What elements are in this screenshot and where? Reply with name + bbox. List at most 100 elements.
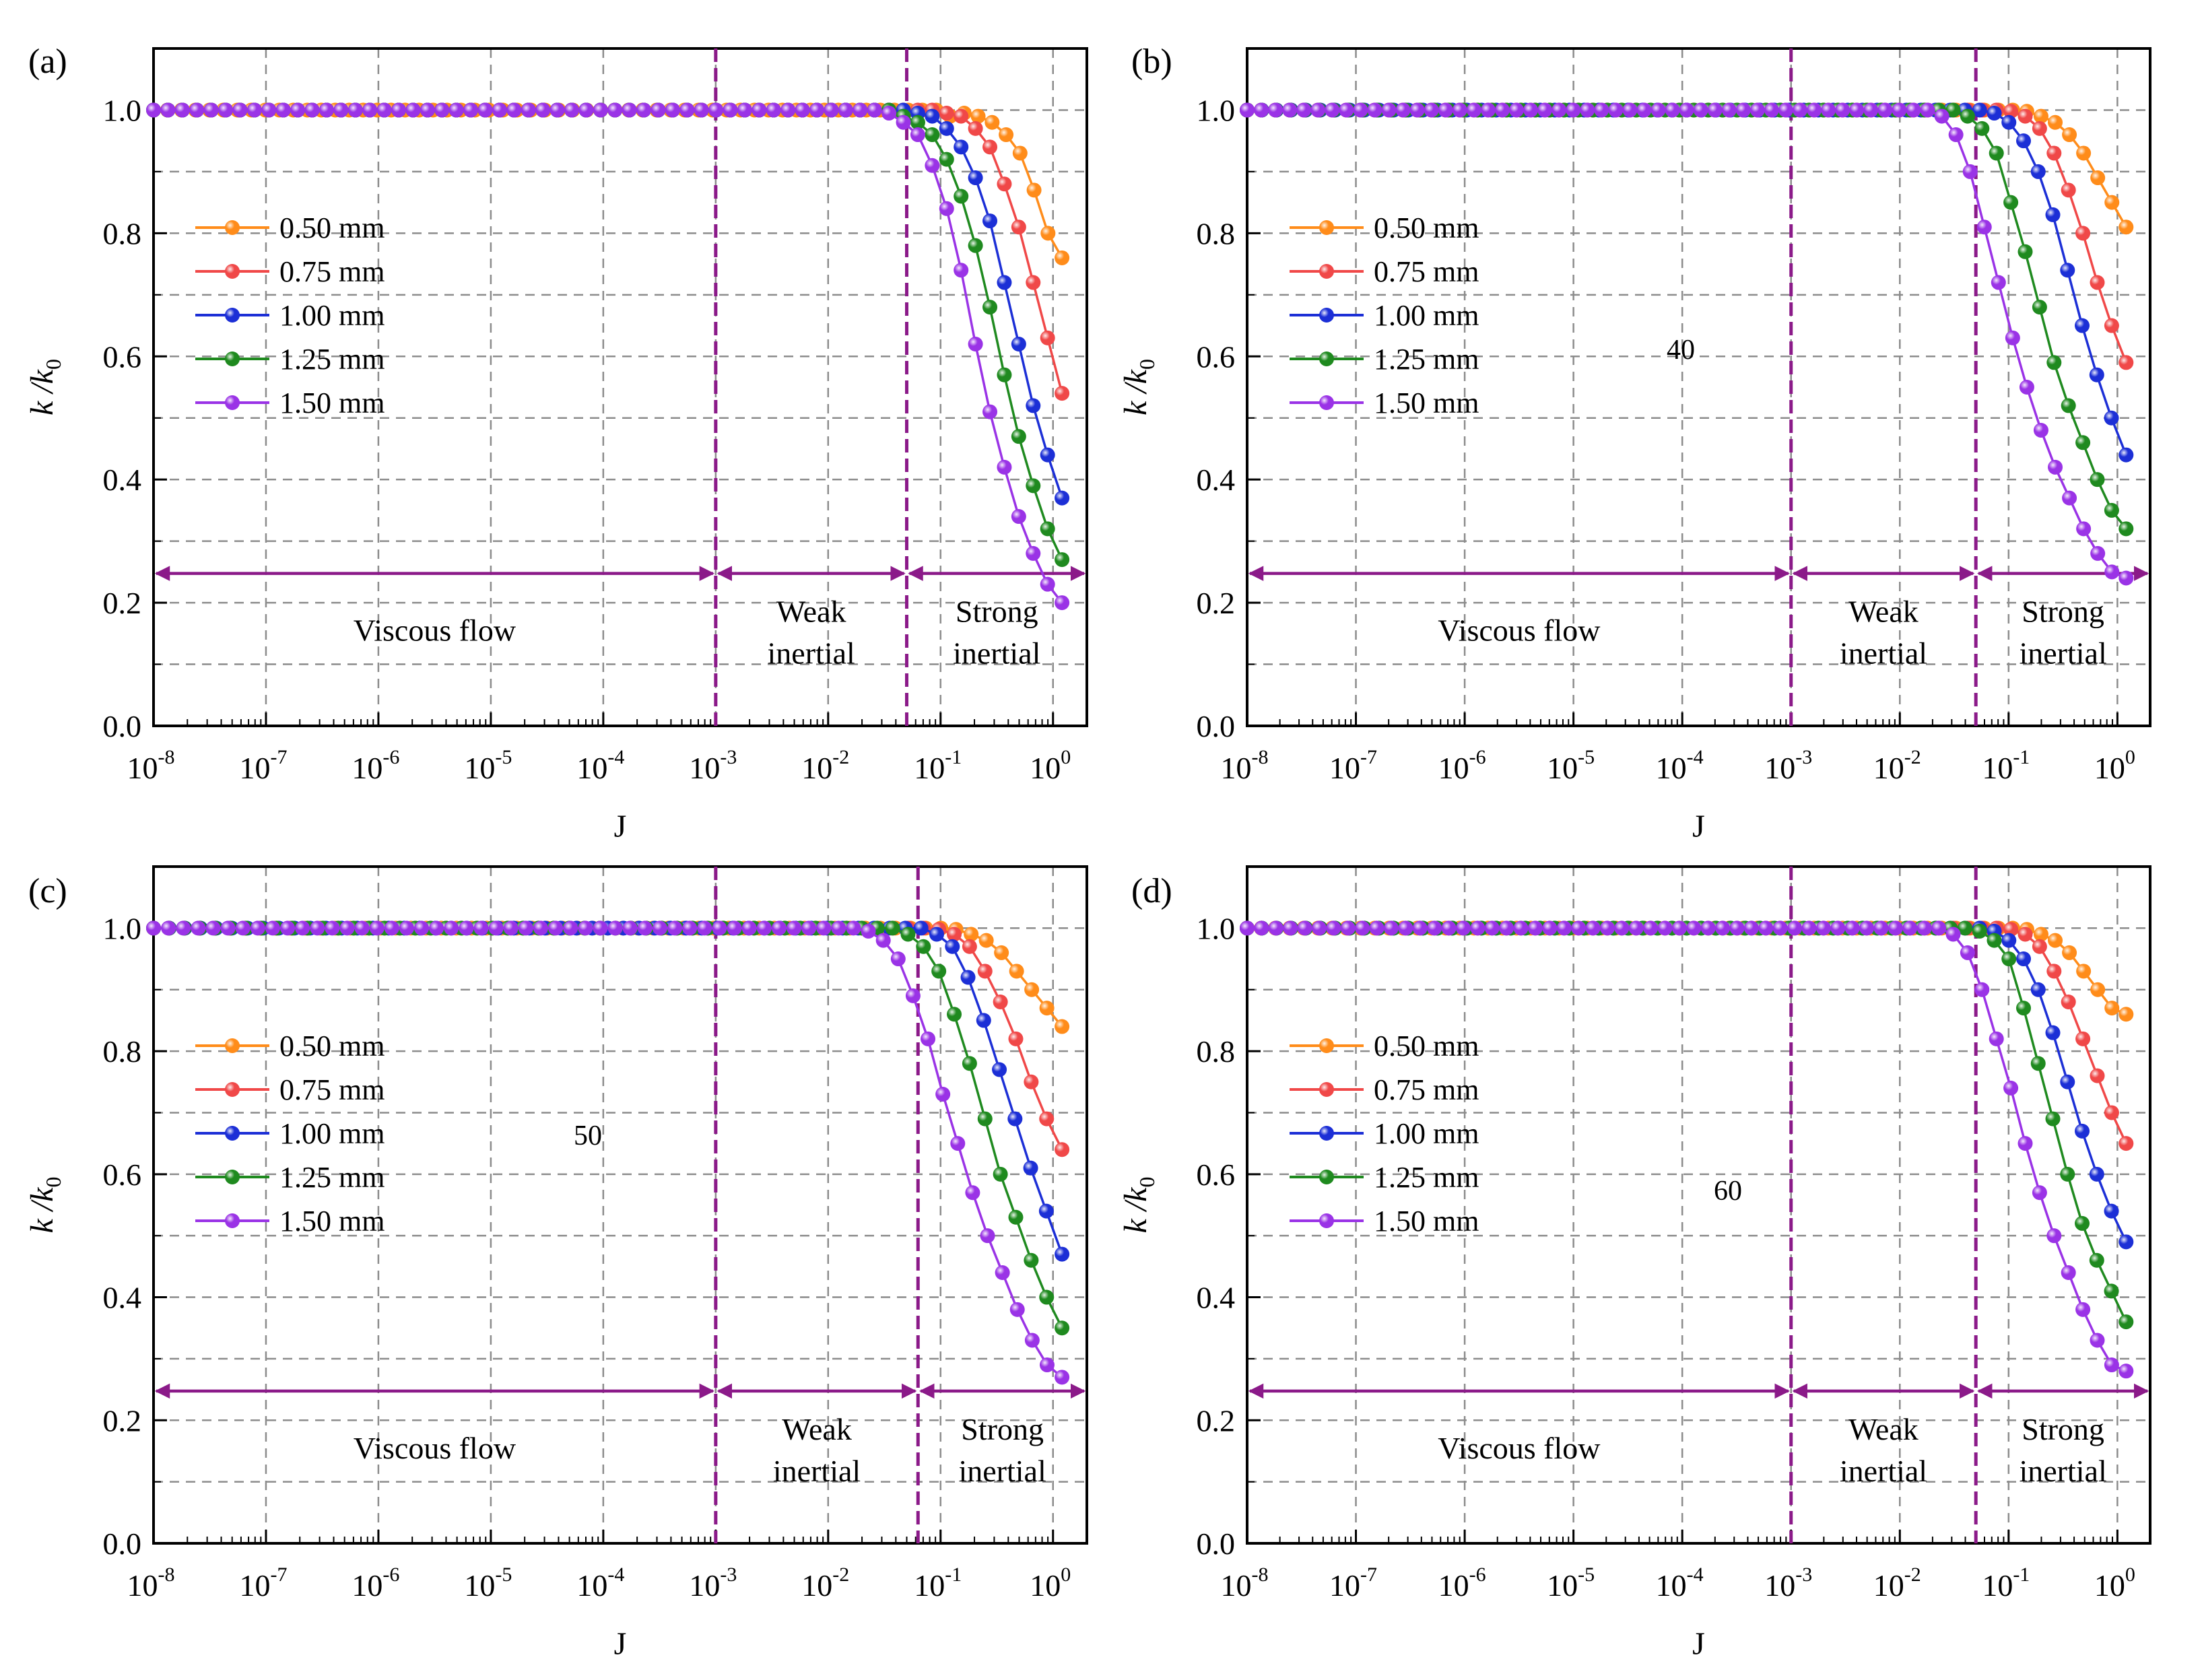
data-point-highlight [2075,435,2091,450]
data-point-highlight [780,102,796,118]
data-point-highlight [1011,509,1026,525]
data-point-highlight [1859,920,1875,936]
data-point-highlight [1962,164,1978,179]
data-point-highlight [2030,982,2046,997]
x-tick-label: 10-1 [914,1564,962,1603]
data-point-highlight [2001,114,2017,130]
data-point-highlight [846,920,861,936]
data-point-highlight [280,920,296,936]
legend-label: 0.50 mm [279,211,385,244]
data-point-highlight [997,275,1012,290]
data-point-highlight [1438,102,1453,118]
regime-label: Viscous flow [1438,613,1601,648]
x-tick-label: 10-1 [1982,1564,2030,1603]
data-point-highlight [1039,1357,1055,1373]
data-point-highlight [977,1111,993,1127]
data-point-highlight [1989,145,2004,161]
data-point-highlight [1821,102,1836,118]
data-point-highlight [2032,939,2047,954]
series-1-50-mm [1240,102,2134,586]
legend-swatch-highlight [1319,308,1334,323]
legend-swatch-highlight [1319,1170,1334,1184]
regime-label: inertial [2019,636,2106,671]
data-point-highlight [727,920,742,936]
x-axis: 10-8 10-7 10-6 10-5 10-4 10-3 10-2 10-1 100 [127,1530,1088,1603]
data-point-highlight [982,300,998,315]
regime-label: inertial [953,636,1040,671]
data-point-highlight [1614,920,1630,936]
data-point-highlight [1040,226,1056,241]
data-point-highlight [1412,920,1428,936]
data-point-highlight [2033,927,2048,942]
data-point-highlight [2046,355,2062,370]
data-point-highlight [1735,102,1751,118]
regime-label: Viscous flow [354,613,516,648]
data-point-highlight [1369,920,1384,936]
x-tick-label: 10-2 [801,746,849,785]
x-tick-label: 10-5 [1547,1564,1595,1603]
data-point-highlight [2104,564,2120,580]
data-point-highlight [1916,920,1932,936]
data-point-highlight [1628,920,1644,936]
data-point-highlight [1455,920,1471,936]
data-point-highlight [881,106,897,121]
y-tick-label: 0.4 [103,1281,142,1315]
regime-label: inertial [958,1454,1046,1488]
data-point-highlight [1707,102,1723,118]
data-point-highlight [376,102,392,118]
data-point-highlight [993,995,1008,1009]
data-point-highlight [189,102,205,118]
data-point-highlight [2104,1001,2120,1016]
data-point-highlight [1268,102,1283,118]
regime-label: Strong [961,1412,1044,1446]
data-point-highlight [174,102,190,118]
data-point-highlight [1398,920,1413,936]
data-point-highlight [1011,220,1026,235]
data-point-highlight [1972,102,1987,118]
data-point-highlight [2046,964,2062,979]
y-axis-title: k /k0 [1118,1177,1159,1234]
x-tick-label: 10-1 [914,746,962,785]
data-point-highlight [2075,1123,2090,1139]
data-point-highlight [1671,920,1687,936]
legend-label: 1.25 mm [1374,343,1479,376]
data-point-highlight [947,1007,962,1022]
data-point-highlight [905,988,921,1003]
data-point-highlight [682,920,698,936]
chart-panel-c: 10-8 10-7 10-6 10-5 10-4 10-3 10-2 10-1 1000.00.… [24,865,1088,1662]
data-point-highlight [1599,920,1615,936]
data-point-highlight [1700,920,1716,936]
legend-label: 1.50 mm [1374,387,1479,419]
legend: 0.50 mm 0.75 mm 1.00 mm 1.25 mm 1.50 mm [195,1030,385,1238]
data-point-highlight [1441,920,1457,936]
data-point-highlight [1011,429,1026,444]
data-point-highlight [1877,102,1893,118]
data-point-highlight [191,920,206,936]
data-point-highlight [1023,1160,1038,1176]
x-tick-label: 10-5 [464,746,512,785]
data-point-highlight [2001,933,2017,948]
legend-label: 1.00 mm [279,1117,385,1150]
data-point-highlight [232,102,248,118]
x-tick-label: 10-3 [1764,746,1812,785]
data-point-highlight [473,920,489,936]
data-point-highlight [369,920,385,936]
data-point-highlight [1523,102,1539,118]
legend-label: 0.75 mm [279,1073,385,1106]
y-tick-label: 1.0 [103,911,142,945]
x-tick-label: 100 [1030,1564,1071,1603]
data-point-highlight [708,102,724,118]
data-point-highlight [549,102,565,118]
y-tick-label: 0.6 [1197,339,1236,374]
data-point-highlight [607,102,623,118]
data-point-highlight [910,114,925,130]
data-point-highlight [954,108,969,124]
y-tick-label: 1.0 [103,93,142,127]
data-point-highlight [1934,108,1949,124]
data-point-highlight [1012,145,1028,161]
data-point-highlight [1778,102,1794,118]
data-point-highlight [1743,920,1759,936]
data-point-highlight [970,108,986,124]
data-point-highlight [1960,108,1975,124]
y-tick-label: 0.0 [103,709,142,743]
